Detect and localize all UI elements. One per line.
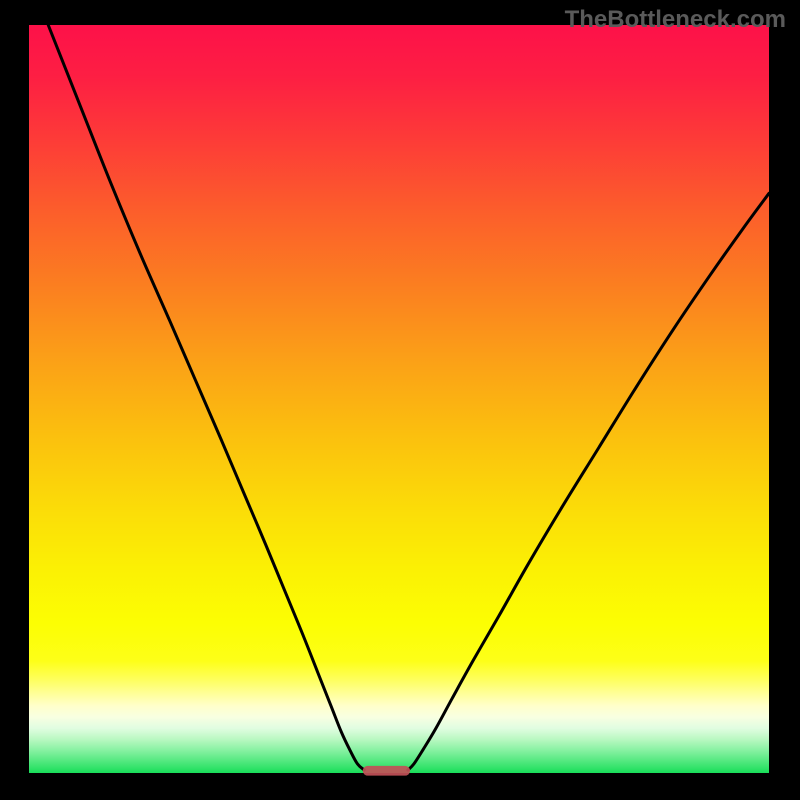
bottleneck-chart — [0, 0, 800, 800]
optimal-marker — [363, 766, 410, 776]
chart-background-gradient — [29, 25, 769, 773]
watermark-label: TheBottleneck.com — [565, 6, 786, 34]
chart-container: TheBottleneck.com — [0, 0, 800, 800]
